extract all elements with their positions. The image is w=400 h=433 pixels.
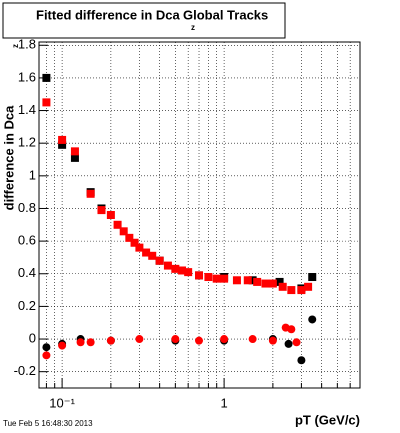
data-point	[70, 147, 79, 156]
chart-title-sub: z	[191, 23, 195, 32]
data-point	[292, 338, 301, 347]
data-point	[70, 153, 79, 162]
y-axis-label: difference in Dca	[1, 105, 16, 211]
data-point	[195, 336, 204, 345]
data-point	[42, 351, 51, 360]
data-point	[58, 140, 67, 149]
data-point	[308, 273, 317, 282]
data-point	[297, 286, 306, 295]
data-point	[304, 282, 313, 291]
data-point	[58, 341, 67, 350]
plot-frame	[38, 41, 361, 389]
data-point	[212, 274, 221, 283]
data-point	[171, 264, 180, 273]
data-point	[195, 271, 204, 280]
data-point	[125, 233, 134, 242]
chart-title-rest: Global Tracks	[183, 7, 268, 22]
data-point	[42, 73, 51, 82]
data-point	[204, 273, 213, 282]
data-point	[243, 276, 252, 285]
y-tick-label: 0.4	[18, 265, 36, 280]
data-point	[268, 336, 277, 345]
y-tick-label: 0.8	[18, 200, 36, 215]
data-point	[86, 338, 95, 347]
data-point	[135, 243, 144, 252]
chart-title: Fitted difference in Dca	[36, 7, 181, 22]
data-point	[106, 336, 115, 345]
data-point	[42, 343, 51, 352]
data-point	[220, 274, 229, 283]
data-point	[287, 325, 296, 334]
data-point	[278, 282, 287, 291]
y-tick-label: 1.2	[18, 135, 36, 150]
title-box	[2, 2, 286, 39]
data-point	[130, 238, 139, 247]
data-point	[178, 266, 187, 275]
data-point	[275, 277, 284, 286]
x-axis-label: pT (GeV/c)	[295, 412, 360, 427]
data-point	[297, 356, 306, 365]
data-point	[113, 220, 122, 229]
data-point	[232, 276, 241, 285]
y-tick-label: 1.6	[18, 69, 36, 84]
data-point	[155, 256, 164, 265]
data-point	[220, 335, 229, 344]
data-point	[261, 279, 270, 288]
data-point	[135, 335, 144, 344]
data-point	[106, 211, 115, 219]
y-tick-label: -0.2	[14, 363, 36, 378]
data-point	[287, 286, 296, 295]
data-point	[148, 251, 157, 260]
data-point	[42, 98, 51, 107]
y-tick-label: 0.2	[18, 298, 36, 313]
data-point	[248, 335, 257, 344]
data-point	[171, 335, 180, 344]
y-tick-label: 1.4	[18, 102, 36, 117]
data-point	[97, 206, 106, 215]
y-tick-label: 0	[29, 330, 36, 345]
data-point	[284, 339, 293, 348]
data-point	[308, 315, 317, 324]
x-tick-label: 10⁻¹	[49, 395, 75, 410]
y-tick-label: 1	[29, 167, 36, 182]
data-point	[58, 135, 67, 144]
footer-date: Tue Feb 5 16:48:30 2013	[3, 419, 93, 428]
data-point	[76, 338, 85, 347]
data-point	[86, 189, 95, 198]
data-point	[142, 248, 151, 257]
y-tick-label: 1.8	[18, 37, 36, 52]
y-axis-label-sub: z	[11, 44, 20, 48]
data-point	[119, 227, 128, 236]
y-tick-label: 0.6	[18, 233, 36, 248]
data-point	[248, 276, 257, 285]
data-point	[163, 261, 172, 270]
data-point	[253, 277, 262, 286]
x-tick-label: 1	[220, 395, 227, 410]
data-point	[184, 268, 193, 277]
data-point	[268, 279, 277, 288]
